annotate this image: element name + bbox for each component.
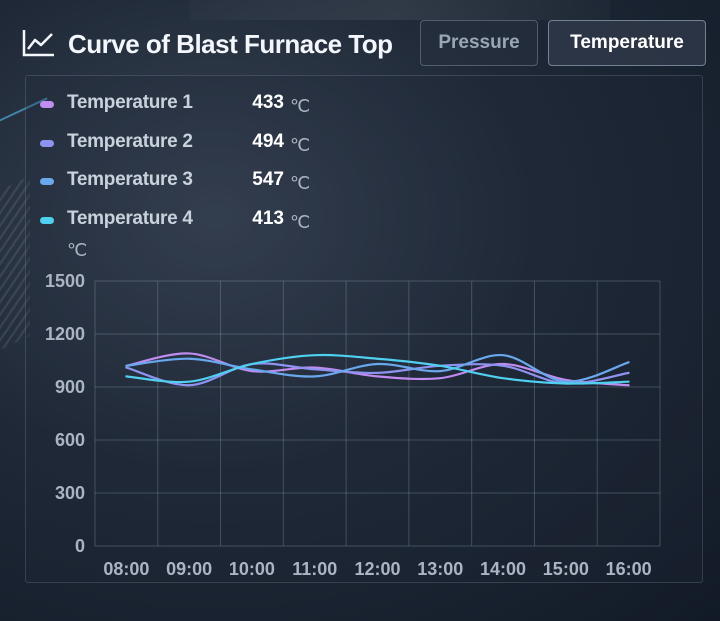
legend-swatch — [40, 101, 54, 108]
x-tick-label: 13:00 — [417, 559, 463, 579]
legend-unit: ℃ — [290, 134, 311, 155]
legend-value: 413 — [252, 207, 284, 229]
line-chart-icon — [22, 30, 54, 57]
background-band — [190, 0, 610, 20]
legend-value: 494 — [252, 130, 284, 152]
legend-label: Temperature 4 — [67, 207, 193, 229]
y-tick-label: 600 — [55, 430, 85, 450]
legend-label: Temperature 2 — [67, 130, 193, 152]
x-tick-label: 12:00 — [354, 559, 400, 579]
y-tick-label: 900 — [55, 377, 85, 397]
x-tick-label: 11:00 — [292, 559, 337, 579]
legend-label: Temperature 3 — [67, 169, 193, 190]
x-tick-label: 09:00 — [166, 559, 212, 579]
legend-item-temperature-2[interactable]: Temperature 2 494 ℃ — [40, 131, 340, 170]
legend: Temperature 1 433 ℃ Temperature 2 494 ℃ … — [40, 92, 340, 246]
legend-swatch — [40, 178, 54, 185]
chart-panel — [25, 75, 703, 583]
x-tick-label: 10:00 — [229, 559, 275, 579]
y-tick-label: 0 — [75, 536, 85, 556]
chart-header: Curve of Blast Furnace Top Pressure Temp… — [22, 20, 706, 68]
legend-unit: ℃ — [290, 96, 311, 116]
y-axis-unit: ℃ — [67, 240, 88, 260]
y-tick-label: 300 — [55, 483, 85, 503]
legend-item-temperature-3[interactable]: Temperature 3 547 ℃ — [40, 169, 340, 208]
x-tick-label: 08:00 — [103, 559, 149, 579]
series-line-temperature-3 — [125, 354, 630, 383]
legend-unit: ℃ — [290, 211, 311, 232]
y-tick-label: 1500 — [45, 271, 85, 291]
chart-title: Curve of Blast Furnace Top — [68, 29, 393, 59]
legend-swatch — [40, 216, 54, 224]
x-tick-label: 16:00 — [606, 559, 652, 579]
y-tick-label: 1200 — [45, 324, 85, 344]
legend-value: 547 — [252, 169, 284, 190]
series-line-temperature-2 — [125, 362, 630, 387]
legend-unit: ℃ — [290, 173, 311, 193]
series-line-temperature-4 — [125, 353, 630, 385]
legend-item-temperature-1[interactable]: Temperature 1 433 ℃ — [40, 92, 340, 131]
legend-value: 433 — [252, 92, 284, 113]
legend-label: Temperature 1 — [67, 92, 193, 113]
x-tick-label: 15:00 — [543, 559, 589, 579]
tab-temperature[interactable]: Temperature — [548, 20, 706, 66]
x-tick-label: 14:00 — [480, 559, 526, 579]
tab-pressure[interactable]: Pressure — [420, 20, 538, 66]
legend-swatch — [40, 139, 54, 147]
legend-item-temperature-4[interactable]: Temperature 4 413 ℃ — [40, 208, 340, 247]
